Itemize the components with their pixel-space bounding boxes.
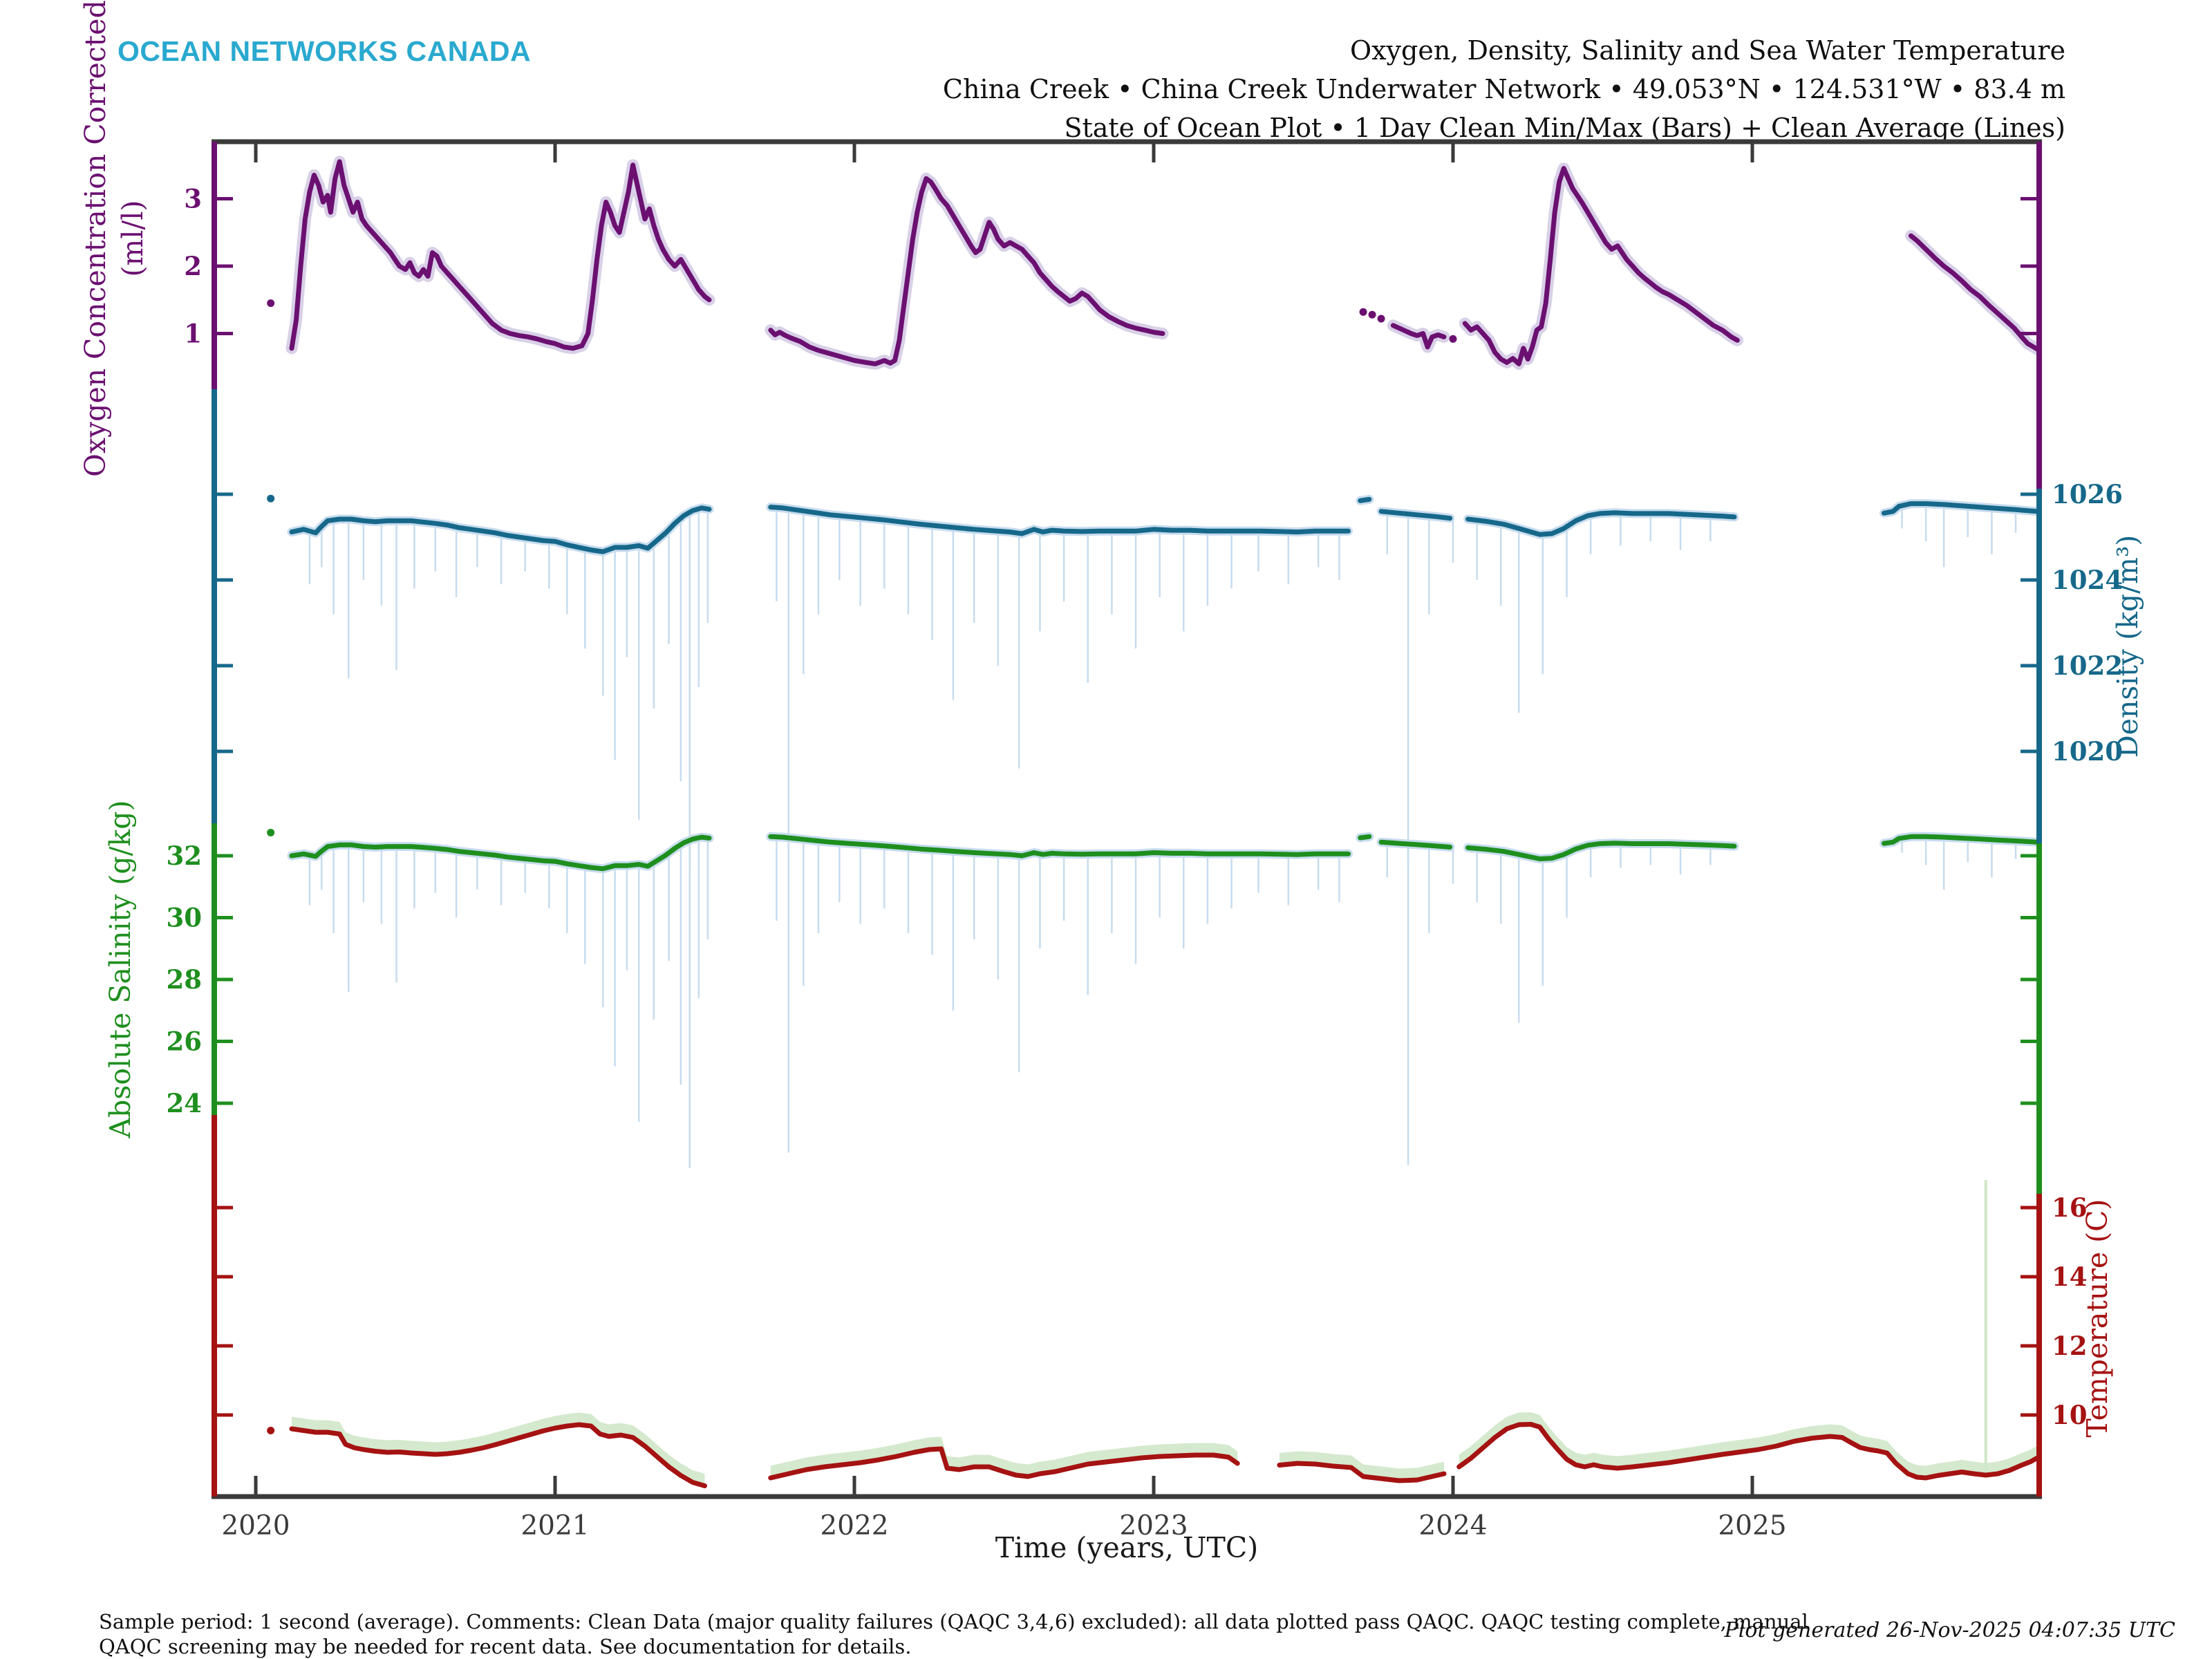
onc-logo: OCEAN NETWORKS CANADA (118, 35, 531, 67)
salinity-tick-label: 26 (167, 1027, 203, 1057)
temperature-average-line (289, 1422, 707, 1488)
oxygen-minmax-band (765, 172, 1169, 370)
density-average-line (1465, 510, 1737, 537)
temperature-max-band (1279, 1451, 1444, 1481)
salinity-average-line (1465, 841, 1737, 861)
salinity-axis-title: Absolute Salinity (g/kg) (104, 800, 137, 1139)
salinity-tick-label: 30 (167, 903, 203, 933)
density-tick-label: 1024 (2052, 565, 2123, 595)
density-average-line (1358, 496, 1372, 503)
oxygen-tick-label: 3 (184, 184, 202, 214)
plot-area (267, 156, 2039, 1488)
axes: 2020 2021 2022 2023 2024 20251231020102210241… (167, 139, 2123, 1541)
salinity-average-line (289, 834, 712, 872)
temperature-max-band (292, 1412, 705, 1486)
oxygen-average-line (289, 159, 712, 351)
chart-title-line1: Oxygen, Density, Salinity and Sea Water … (1350, 35, 2065, 66)
x-tick-label: 2024 (1418, 1510, 1487, 1541)
chart-title-line2: China Creek • China Creek Underwater Net… (943, 74, 2065, 104)
temperature-axis-title: Temperature (C) (2081, 1199, 2114, 1438)
temperature-data-dot (267, 1427, 275, 1434)
temperature-tick-label: 12 (2052, 1331, 2088, 1361)
temperature-average-line (1277, 1461, 1447, 1483)
footer-note-line1: Sample period: 1 second (average). Comme… (99, 1610, 1808, 1633)
oxygen-data-dot (1449, 335, 1457, 343)
chart-title-line3: State of Ocean Plot • 1 Day Clean Min/Ma… (1064, 113, 2065, 143)
oxygen-data-dot (267, 299, 275, 308)
oxygen-average-line (768, 176, 1165, 366)
density-average-line (1378, 509, 1453, 521)
oxygen-axis-title-line1: Oxygen Concentration Corrected (79, 0, 112, 477)
oxygen-data-dot (1368, 310, 1376, 319)
temperature-max-band (1459, 1412, 2037, 1478)
oxygen-average-line (1390, 323, 1447, 350)
density-tick-label: 1022 (2052, 650, 2123, 681)
x-tick-label: 2022 (820, 1510, 888, 1541)
x-tick-label: 2021 (521, 1510, 589, 1541)
density-tick-label: 1020 (2052, 736, 2123, 767)
temperature-tick-label: 14 (2052, 1262, 2088, 1292)
salinity-average-line (1378, 839, 1453, 850)
density-tick-label: 1026 (2052, 479, 2123, 509)
salinity-average-line (1358, 834, 1372, 841)
salinity-data-dot (267, 828, 275, 836)
footer-note-line2: QAQC screening may be needed for recent … (99, 1635, 911, 1658)
x-tick-label: 2023 (1119, 1510, 1188, 1541)
density-average-line (289, 505, 712, 554)
salinity-tick-label: 24 (167, 1088, 203, 1118)
oxygen-minmax-band (285, 156, 715, 355)
x-tick-label: 2025 (1718, 1510, 1786, 1541)
temperature-tick-label: 16 (2052, 1192, 2088, 1223)
oxygen-tick-label: 2 (184, 251, 202, 281)
oxygen-data-dot (1377, 315, 1385, 323)
salinity-average-line (1882, 834, 2039, 846)
salinity-tick-label: 28 (167, 964, 203, 995)
density-axis-title: Density (kg/m³) (2111, 535, 2144, 758)
temperature-average-line (1456, 1422, 2039, 1481)
x-tick-label: 2020 (221, 1510, 290, 1541)
oxygen-data-dot (1359, 308, 1367, 316)
temperature-average-line (768, 1446, 1240, 1481)
salinity-tick-label: 32 (167, 841, 203, 871)
generated-timestamp: Plot generated 26-Nov-2025 04:07:35 UTC (1724, 1618, 2175, 1642)
density-average-line (768, 505, 1351, 536)
oxygen-average-line (1462, 166, 1740, 366)
density-data-dot (267, 494, 275, 503)
salinity-average-line (768, 834, 1351, 859)
oxygen-tick-label: 1 (184, 319, 202, 349)
temperature-tick-label: 10 (2052, 1400, 2088, 1430)
oxygen-minmax-band (1459, 162, 1743, 370)
temperature-max-band (770, 1436, 1238, 1478)
density-average-line (1882, 501, 2039, 516)
x-axis-title: Time (years, UTC) (995, 1531, 1258, 1564)
oxygen-axis-title-line2: (ml/l) (116, 200, 149, 277)
oxygen-average-line (1909, 233, 2039, 353)
